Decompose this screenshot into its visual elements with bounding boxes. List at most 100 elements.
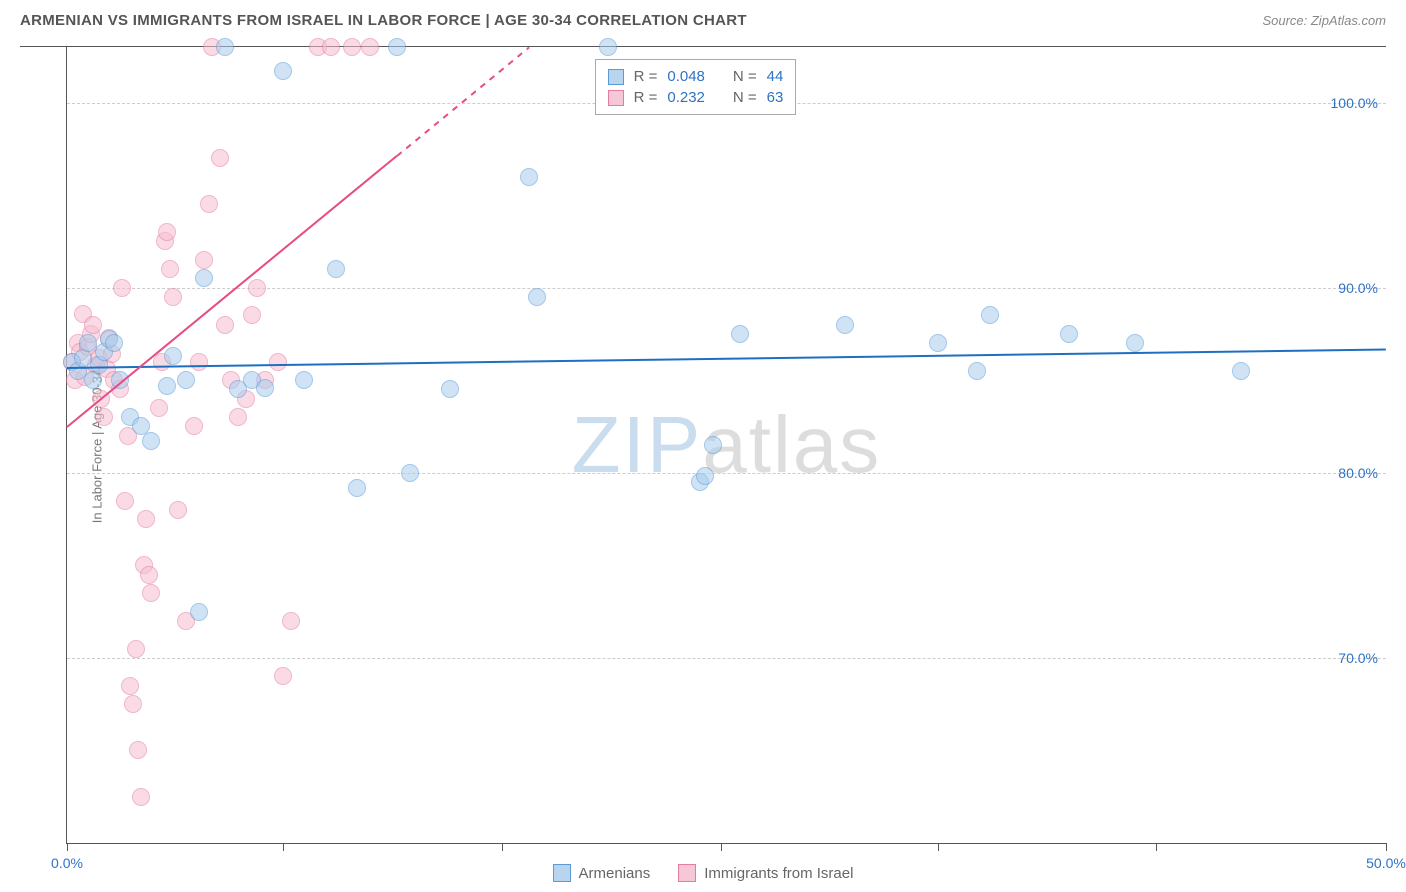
y-tick-label: 90.0% (1338, 280, 1378, 296)
scatter-point (142, 432, 160, 450)
stats-row: R = 0.232 N = 63 (608, 87, 784, 108)
scatter-point (343, 38, 361, 56)
scatter-point (150, 399, 168, 417)
scatter-point (401, 464, 419, 482)
scatter-point (295, 371, 313, 389)
x-tick (1156, 843, 1157, 851)
legend-swatch (678, 864, 696, 882)
watermark-part-b: atlas (702, 400, 881, 489)
watermark-part-a: ZIP (572, 400, 702, 489)
watermark: ZIPatlas (572, 399, 881, 491)
x-tick (502, 843, 503, 851)
source-label: Source: ZipAtlas.com (1262, 13, 1386, 28)
scatter-point (190, 353, 208, 371)
scatter-point (137, 510, 155, 528)
x-tick (721, 843, 722, 851)
legend-label: Armenians (579, 865, 651, 882)
scatter-point (121, 677, 139, 695)
stat-n-label: N = (733, 89, 757, 106)
scatter-point (696, 467, 714, 485)
scatter-point (327, 260, 345, 278)
scatter-point (95, 408, 113, 426)
gridline (67, 658, 1386, 659)
stat-r-value: 0.048 (667, 68, 705, 85)
stat-n-value: 44 (767, 68, 784, 85)
scatter-point (190, 603, 208, 621)
scatter-point (105, 334, 123, 352)
scatter-point (520, 168, 538, 186)
bottom-legend: Armenians Immigrants from Israel (0, 864, 1406, 882)
scatter-point (256, 379, 274, 397)
scatter-point (161, 260, 179, 278)
scatter-point (929, 334, 947, 352)
scatter-point (177, 371, 195, 389)
scatter-point (361, 38, 379, 56)
x-tick (283, 843, 284, 851)
gridline (67, 473, 1386, 474)
scatter-point (124, 695, 142, 713)
stat-r-value: 0.232 (667, 89, 705, 106)
scatter-point (142, 584, 160, 602)
scatter-point (704, 436, 722, 454)
legend-swatch (553, 864, 571, 882)
legend-swatch (608, 69, 624, 85)
scatter-point (158, 377, 176, 395)
legend-label: Immigrants from Israel (704, 865, 853, 882)
scatter-point (968, 362, 986, 380)
scatter-point (731, 325, 749, 343)
plot-area: ZIPatlas 70.0%80.0%90.0%100.0%0.0%50.0%R… (66, 47, 1386, 844)
stat-r-label: R = (634, 89, 658, 106)
stats-row: R = 0.048 N = 44 (608, 66, 784, 87)
scatter-point (216, 38, 234, 56)
scatter-point (211, 149, 229, 167)
scatter-point (243, 306, 261, 324)
scatter-point (441, 380, 459, 398)
scatter-point (164, 347, 182, 365)
legend-swatch (608, 90, 624, 106)
scatter-point (195, 269, 213, 287)
stat-n-label: N = (733, 68, 757, 85)
scatter-point (158, 223, 176, 241)
scatter-point (140, 566, 158, 584)
scatter-point (1060, 325, 1078, 343)
scatter-point (599, 38, 617, 56)
scatter-point (282, 612, 300, 630)
trend-line (67, 349, 1386, 370)
scatter-point (84, 316, 102, 334)
scatter-point (129, 741, 147, 759)
chart-container: In Labor Force | Age 30-34 ZIPatlas 70.0… (20, 46, 1386, 844)
x-tick (1386, 843, 1387, 851)
scatter-point (113, 279, 131, 297)
scatter-point (1232, 362, 1250, 380)
x-tick (67, 843, 68, 851)
scatter-point (274, 667, 292, 685)
stat-n-value: 63 (767, 89, 784, 106)
scatter-point (200, 195, 218, 213)
legend-item: Armenians (553, 864, 651, 882)
scatter-point (269, 353, 287, 371)
stat-r-label: R = (634, 68, 658, 85)
legend-item: Immigrants from Israel (678, 864, 853, 882)
chart-title: ARMENIAN VS IMMIGRANTS FROM ISRAEL IN LA… (20, 12, 747, 29)
scatter-point (836, 316, 854, 334)
y-tick-label: 70.0% (1338, 650, 1378, 666)
stats-box: R = 0.048 N = 44 R = 0.232 N = 63 (595, 59, 797, 115)
scatter-point (348, 479, 366, 497)
scatter-point (132, 788, 150, 806)
y-tick-label: 80.0% (1338, 465, 1378, 481)
scatter-point (116, 492, 134, 510)
scatter-point (248, 279, 266, 297)
scatter-point (1126, 334, 1144, 352)
scatter-point (216, 316, 234, 334)
x-tick (938, 843, 939, 851)
y-tick-label: 100.0% (1331, 95, 1378, 111)
scatter-point (164, 288, 182, 306)
scatter-point (169, 501, 187, 519)
scatter-point (229, 408, 247, 426)
scatter-point (195, 251, 213, 269)
scatter-point (274, 62, 292, 80)
scatter-point (322, 38, 340, 56)
scatter-point (981, 306, 999, 324)
scatter-point (127, 640, 145, 658)
scatter-point (185, 417, 203, 435)
